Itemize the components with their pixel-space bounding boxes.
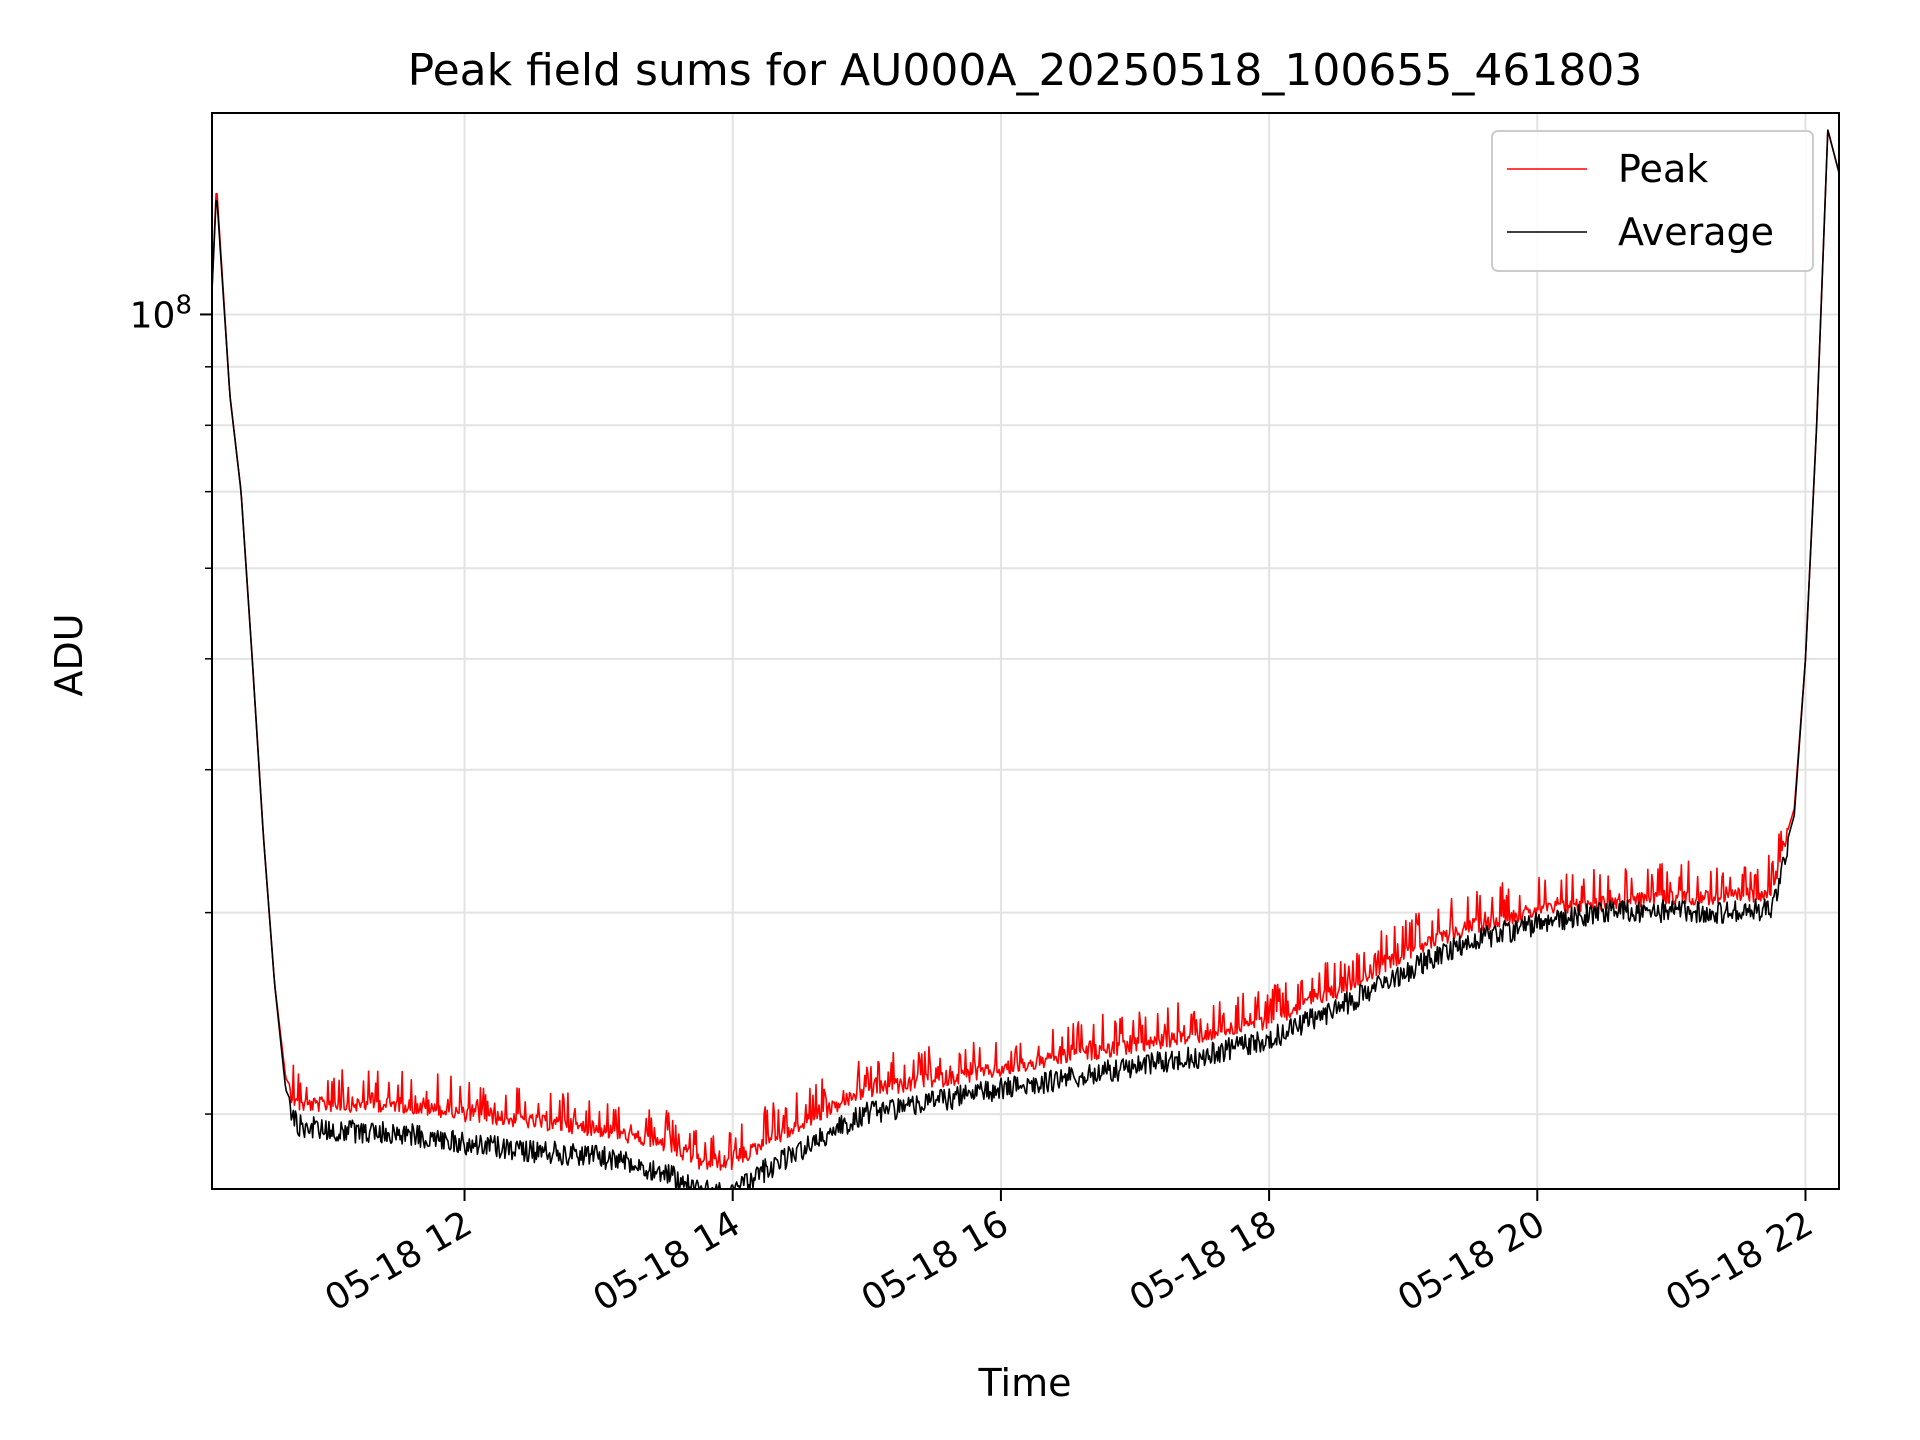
chart-title: Peak field sums for AU000A_20250518_1006… bbox=[408, 45, 1643, 96]
plot-series bbox=[211, 129, 1840, 1190]
y-tick-label-0: 108 bbox=[130, 290, 192, 336]
legend: Peak Average bbox=[1491, 130, 1814, 272]
legend-label-peak: Peak bbox=[1618, 147, 1708, 191]
legend-box bbox=[1491, 130, 1814, 272]
series-line-peak bbox=[211, 129, 1840, 1171]
x-axis-title: Time bbox=[978, 1361, 1072, 1405]
plot-frame bbox=[211, 112, 1840, 1190]
legend-label-average: Average bbox=[1618, 210, 1774, 254]
grid bbox=[212, 113, 1839, 1189]
series-line-average bbox=[211, 129, 1840, 1190]
y-axis-title: ADU bbox=[47, 613, 91, 696]
